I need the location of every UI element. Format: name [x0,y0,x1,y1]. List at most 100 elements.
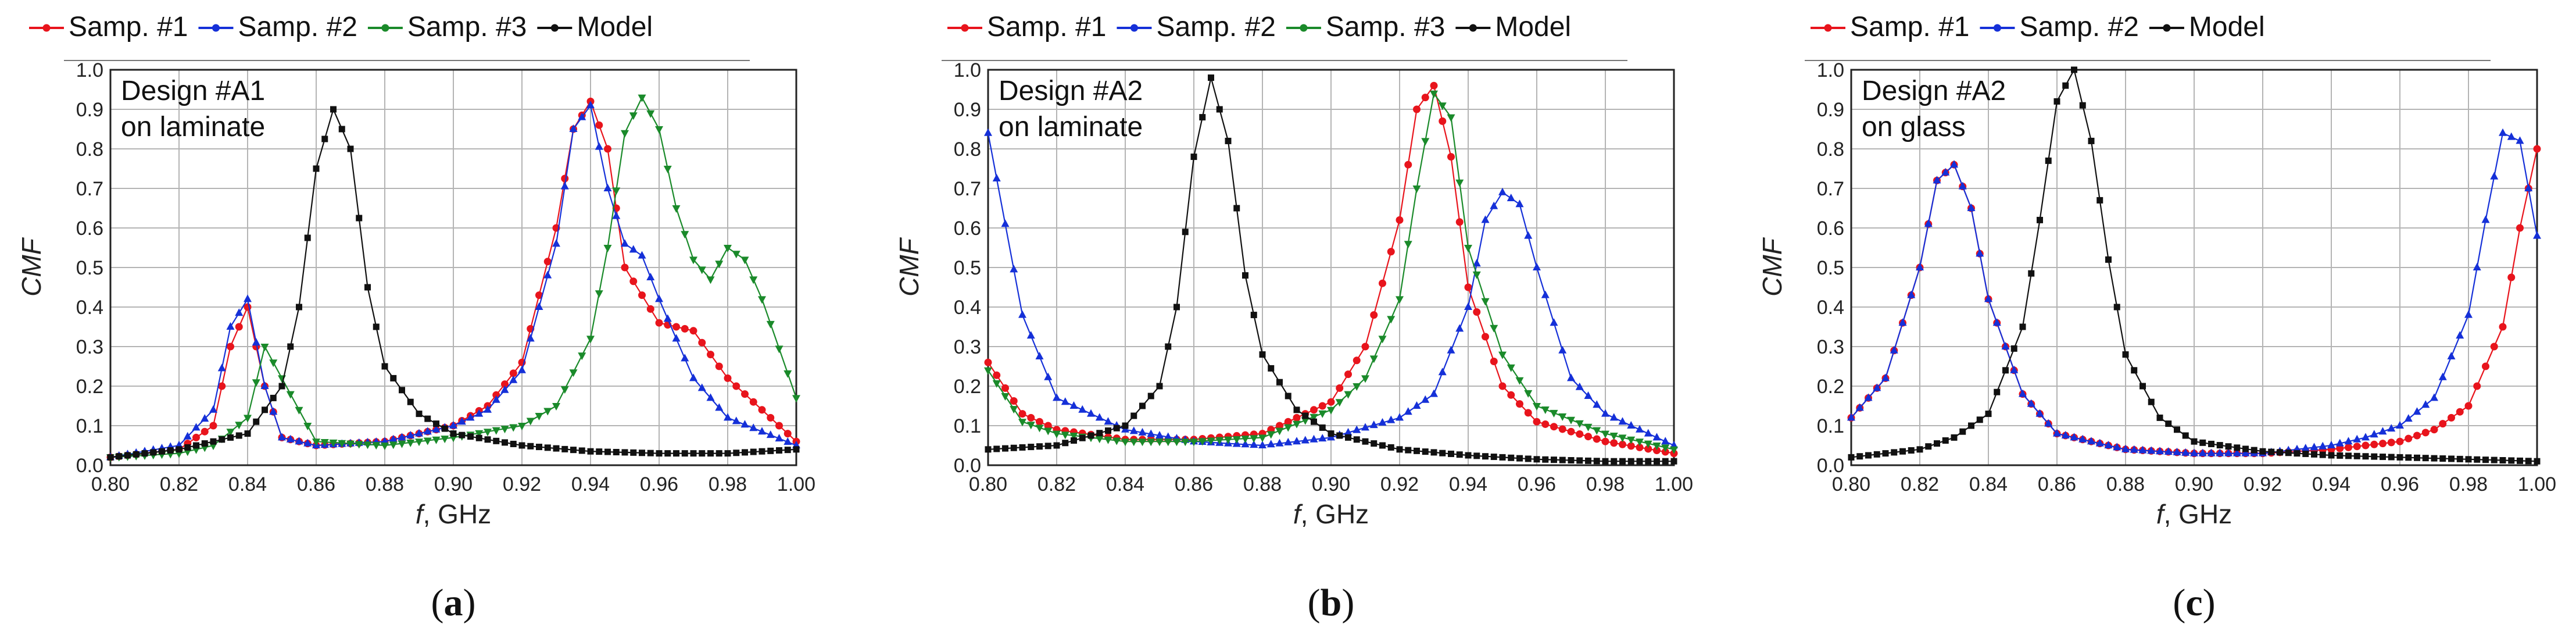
data-point [2336,444,2344,452]
legend-marker [2163,24,2171,32]
data-point [320,439,329,447]
data-point [2182,432,2189,439]
data-point [647,450,654,456]
data-point [2062,82,2069,89]
data-point [1524,409,1532,417]
panel-label: (c) [2173,582,2215,624]
data-point [993,445,1000,452]
data-point [2259,448,2266,455]
data-point [2044,419,2053,427]
x-tick-label: 0.88 [1243,473,1282,495]
data-point [1215,437,1224,445]
legend-marker [1469,24,1477,32]
data-point [1216,106,1223,113]
data-point [1584,433,1592,441]
data-point [2464,402,2473,410]
data-point [2439,420,2447,428]
data-point [689,373,697,381]
data-point [303,438,312,447]
data-point [1891,449,1898,456]
data-point [381,363,388,370]
data-point [2095,438,2104,447]
data-point [1405,447,1412,454]
data-point [1036,418,1043,426]
data-point [1327,398,1335,406]
data-point [1284,418,1292,426]
data-point [183,431,192,440]
legend: Samp. #1 Samp. #2 Samp. #3 Model [942,12,1627,61]
data-point [1558,425,1566,433]
data-point [646,305,654,313]
x-tick-label: 1.00 [777,473,815,495]
data-point [1361,343,1369,351]
data-point [338,440,346,448]
data-point [1275,427,1284,436]
y-tick-label: 0.7 [76,178,103,200]
data-point [321,135,328,142]
data-point [1404,241,1412,249]
data-point [741,390,749,398]
data-point [775,345,783,354]
data-point [742,449,748,456]
data-point [1959,428,1966,435]
data-point [1250,440,1258,448]
data-point [2139,383,2146,390]
data-point [1559,456,1566,463]
data-point [415,429,423,437]
data-point [253,418,260,425]
data-point [2002,367,2009,374]
data-point [1593,435,1601,443]
data-point [356,215,363,222]
data-point [1156,383,1163,390]
data-point [1933,176,1941,184]
x-tick-label: 0.82 [1037,473,1076,495]
data-point [1293,437,1301,445]
data-point [141,450,148,457]
data-point [1498,351,1507,359]
x-tick-label: 0.98 [709,473,747,495]
data-point [492,427,500,435]
data-point [1550,409,1558,418]
data-point [1208,74,1214,81]
data-point [1293,420,1301,429]
data-point [449,421,457,429]
data-point [167,447,174,454]
data-point [2337,452,2344,459]
data-point [587,448,594,455]
data-point [381,443,389,450]
y-tick-label: 1.0 [954,59,981,81]
data-point [1551,456,1557,463]
data-point [596,448,603,455]
data-point [2379,440,2387,448]
data-point [2148,398,2155,405]
data-point [1447,153,1455,161]
data-point [638,291,646,299]
x-tick-label: 0.88 [366,473,404,495]
data-point [578,447,585,454]
data-point [1284,424,1293,432]
y-tick-label: 0.6 [76,217,103,240]
data-point [681,354,689,362]
data-point [1387,415,1396,423]
data-point [1481,298,1490,306]
data-point [312,438,320,447]
data-point [2396,421,2404,429]
x-tick-label: 0.90 [1312,473,1350,495]
data-point [1447,345,1455,354]
data-point [783,370,792,378]
y-axis-title: CMF [894,237,924,297]
data-point [1421,395,1430,403]
data-point [2421,429,2430,437]
x-tick-label: 0.96 [1518,473,1556,495]
data-point [502,439,508,446]
data-point [776,447,782,454]
x-tick-label: 0.86 [2038,473,2076,495]
data-point [1344,370,1352,379]
x-axis-title: f, GHz [2156,499,2232,529]
data-point [1079,434,1086,441]
data-point [2456,455,2463,462]
data-point [1567,416,1575,425]
chart-panel-a: 0.80 0.82 0.84 0.86 0.88 0.90 0.92 0.94 0.96 0.98… [16,12,815,624]
x-tick-label: 0.94 [2312,473,2350,495]
